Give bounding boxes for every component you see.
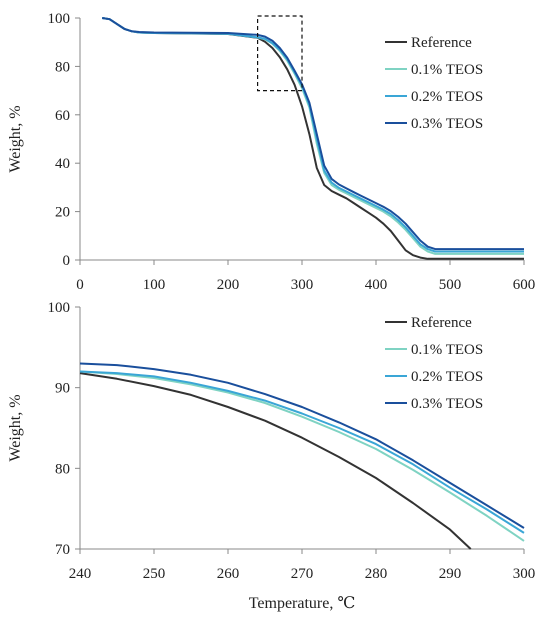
y-axis-title: Weight, %	[7, 394, 24, 461]
y-tick-label: 80	[55, 59, 70, 75]
y-tick-label: 90	[55, 381, 70, 397]
y-tick-label: 100	[48, 11, 71, 27]
legend-label: 0.1% TEOS	[411, 342, 483, 358]
series-line-0-3-teos	[102, 17, 524, 251]
legend-label: 0.3% TEOS	[411, 396, 483, 412]
x-tick-label: 280	[365, 566, 388, 582]
x-tick-label: 600	[513, 277, 536, 293]
x-tick-label: 0	[76, 277, 84, 293]
x-axis-title: Temperature, ℃	[249, 595, 356, 612]
series-line-reference	[102, 17, 524, 260]
legend-label: Reference	[411, 35, 472, 51]
y-tick-label: 60	[55, 108, 70, 124]
series-line-reference	[79, 372, 472, 550]
y-tick-label: 40	[55, 156, 70, 172]
y-tick-label: 0	[63, 253, 71, 269]
chart-panel-1: 0 20 40 60 80 100 0 100 200 300 400 500 600 Weight, %…	[7, 11, 535, 293]
series-line-0-1-teos	[102, 17, 524, 255]
x-tick-label: 400	[365, 277, 388, 293]
x-tick-label: 290	[439, 566, 462, 582]
x-tick-label: 240	[69, 566, 92, 582]
legend-label: Reference	[411, 315, 472, 331]
y-tick-label: 70	[55, 542, 70, 558]
legend-label: 0.2% TEOS	[411, 89, 483, 105]
y-tick-label: 20	[55, 205, 70, 221]
y-axis-title: Weight, %	[7, 105, 24, 172]
x-tick-label: 260	[217, 566, 240, 582]
x-tick-label: 100	[143, 277, 166, 293]
legend-label: 0.2% TEOS	[411, 369, 483, 385]
series-line-0-2-teos	[79, 370, 525, 534]
x-tick-label: 250	[143, 566, 166, 582]
zoom-region-box	[257, 15, 303, 92]
legend-label: 0.3% TEOS	[411, 116, 483, 132]
legend-label: 0.1% TEOS	[411, 62, 483, 78]
x-tick-label: 300	[291, 277, 314, 293]
x-tick-label: 300	[513, 566, 536, 582]
chart-panel-2: 70 80 90 100 240 250 260 270 280 290 300 Weight, % T…	[7, 300, 535, 612]
series-line-0-3-teos	[79, 362, 525, 529]
y-tick-label: 100	[48, 300, 71, 316]
series-line-0-1-teos	[79, 370, 525, 542]
y-tick-label: 80	[55, 461, 70, 477]
x-tick-label: 200	[217, 277, 240, 293]
x-tick-label: 500	[439, 277, 462, 293]
x-tick-label: 270	[291, 566, 314, 582]
series-line-0-2-teos	[102, 17, 524, 253]
